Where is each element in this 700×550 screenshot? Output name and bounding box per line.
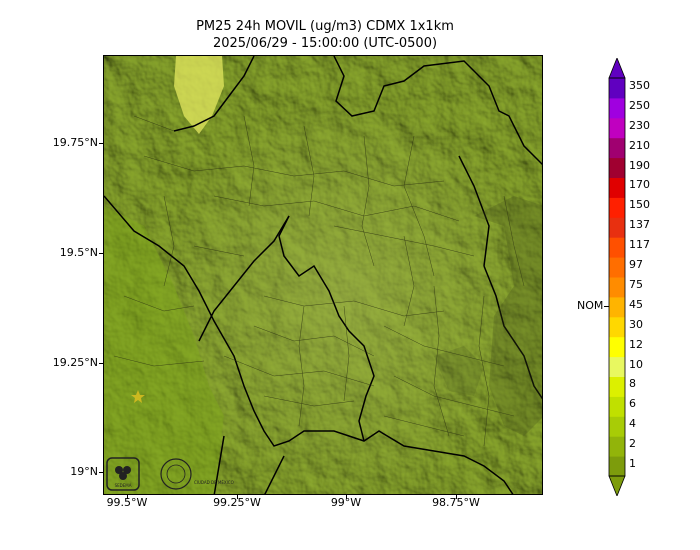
colorbar-tick-label: 250: [629, 98, 650, 112]
colorbar-segment: [609, 257, 625, 278]
colorbar-min-extension: [608, 475, 626, 496]
colorbar-segment: [609, 396, 625, 417]
colorbar-tick-label: 210: [629, 138, 650, 152]
colorbar-segment: [609, 356, 625, 377]
colorbar-tick-label: 190: [629, 158, 650, 172]
colorbar-segment: [609, 376, 625, 397]
colorbar-tick-label: 97: [629, 258, 643, 272]
lon-tick: [346, 495, 347, 499]
lon-tick-label: 98.75°W: [432, 496, 480, 509]
colorbar-segment: [609, 456, 625, 477]
colorbar-segment: [609, 137, 625, 159]
lat-tick-label: 19.75°N: [52, 136, 98, 149]
lon-tick-label: 99.5°W: [106, 496, 148, 509]
colorbar-max-extension: [608, 58, 626, 79]
colorbar-tick-label: 10: [629, 357, 643, 371]
lat-tick: [99, 143, 103, 144]
colorbar-segment: [609, 336, 625, 358]
colorbar-segment: [609, 277, 625, 298]
nom-label: NOM: [577, 299, 604, 312]
colorbar-tick-label: 150: [629, 198, 650, 212]
colorbar-segment: [609, 157, 625, 178]
colorbar-tick-label: 170: [629, 178, 650, 192]
svg-text:CIUDAD DE MÉXICO: CIUDAD DE MÉXICO: [194, 480, 234, 485]
colorbar-tick-label: 2: [629, 437, 636, 451]
lat-tick-label: 19°N: [70, 465, 98, 478]
map-timestamp: 2025/06/29 - 15:00:00 (UTC-0500): [212, 36, 438, 51]
colorbar-tick-label: 8: [629, 377, 636, 391]
lat-tick-label: 19.5°N: [59, 246, 98, 259]
lon-tick: [456, 495, 457, 499]
colorbar-segment: [609, 436, 625, 457]
lon-tick: [127, 495, 128, 499]
colorbar-tick-label: 230: [629, 118, 650, 132]
colorbar-segment: [609, 197, 625, 218]
colorbar-tick-label: 137: [629, 218, 650, 232]
colorbar-segment: [609, 416, 625, 437]
colorbar-tick-label: 117: [629, 238, 650, 252]
lon-tick: [237, 495, 238, 499]
colorbar-tick-label: 350: [629, 78, 650, 92]
lat-tick: [99, 472, 103, 473]
nom-marker: [604, 306, 609, 307]
colorbar-tick-label: 6: [629, 397, 636, 411]
colorbar-segment: [609, 237, 625, 258]
svg-text:SEDEMA: SEDEMA: [115, 483, 132, 488]
colorbar-tick-label: 12: [629, 337, 643, 351]
lon-tick-label: 99.25°W: [213, 496, 261, 509]
colorbar-tick-label: 75: [629, 277, 643, 291]
colorbar-tick-label: 30: [629, 317, 643, 331]
colorbar-tick-label: 45: [629, 297, 643, 311]
cdmx-logo: CIUDAD DE MÉXICO: [160, 458, 234, 490]
colorbar-segment: [609, 97, 625, 119]
colorbar-tick-label: 1: [629, 457, 636, 471]
high-concentration-area: [174, 56, 224, 134]
map-title: PM25 24h MOVIL (ug/m3) CDMX 1x1km: [196, 19, 454, 34]
colorbar-segment: [609, 117, 625, 139]
colorbar-segment: [609, 296, 625, 318]
colorbar: [608, 58, 626, 496]
colorbar-tick-label: 4: [629, 417, 636, 431]
lat-tick-label: 19.25°N: [52, 356, 98, 369]
lon-tick-label: 99°W: [330, 496, 362, 509]
colorbar-segment: [609, 217, 625, 238]
colorbar-segment: [609, 177, 625, 198]
station-marker-icon: [131, 390, 145, 403]
sedema-logo: SEDEMA: [106, 457, 140, 491]
terrain-map: SEDEMA CIUDAD DE MÉXICO: [104, 56, 542, 494]
lat-tick: [99, 363, 103, 364]
colorbar-segment: [609, 78, 625, 99]
lat-tick: [99, 253, 103, 254]
colorbar-segment: [609, 316, 625, 338]
map-panel[interactable]: SEDEMA CIUDAD DE MÉXICO: [103, 55, 543, 495]
